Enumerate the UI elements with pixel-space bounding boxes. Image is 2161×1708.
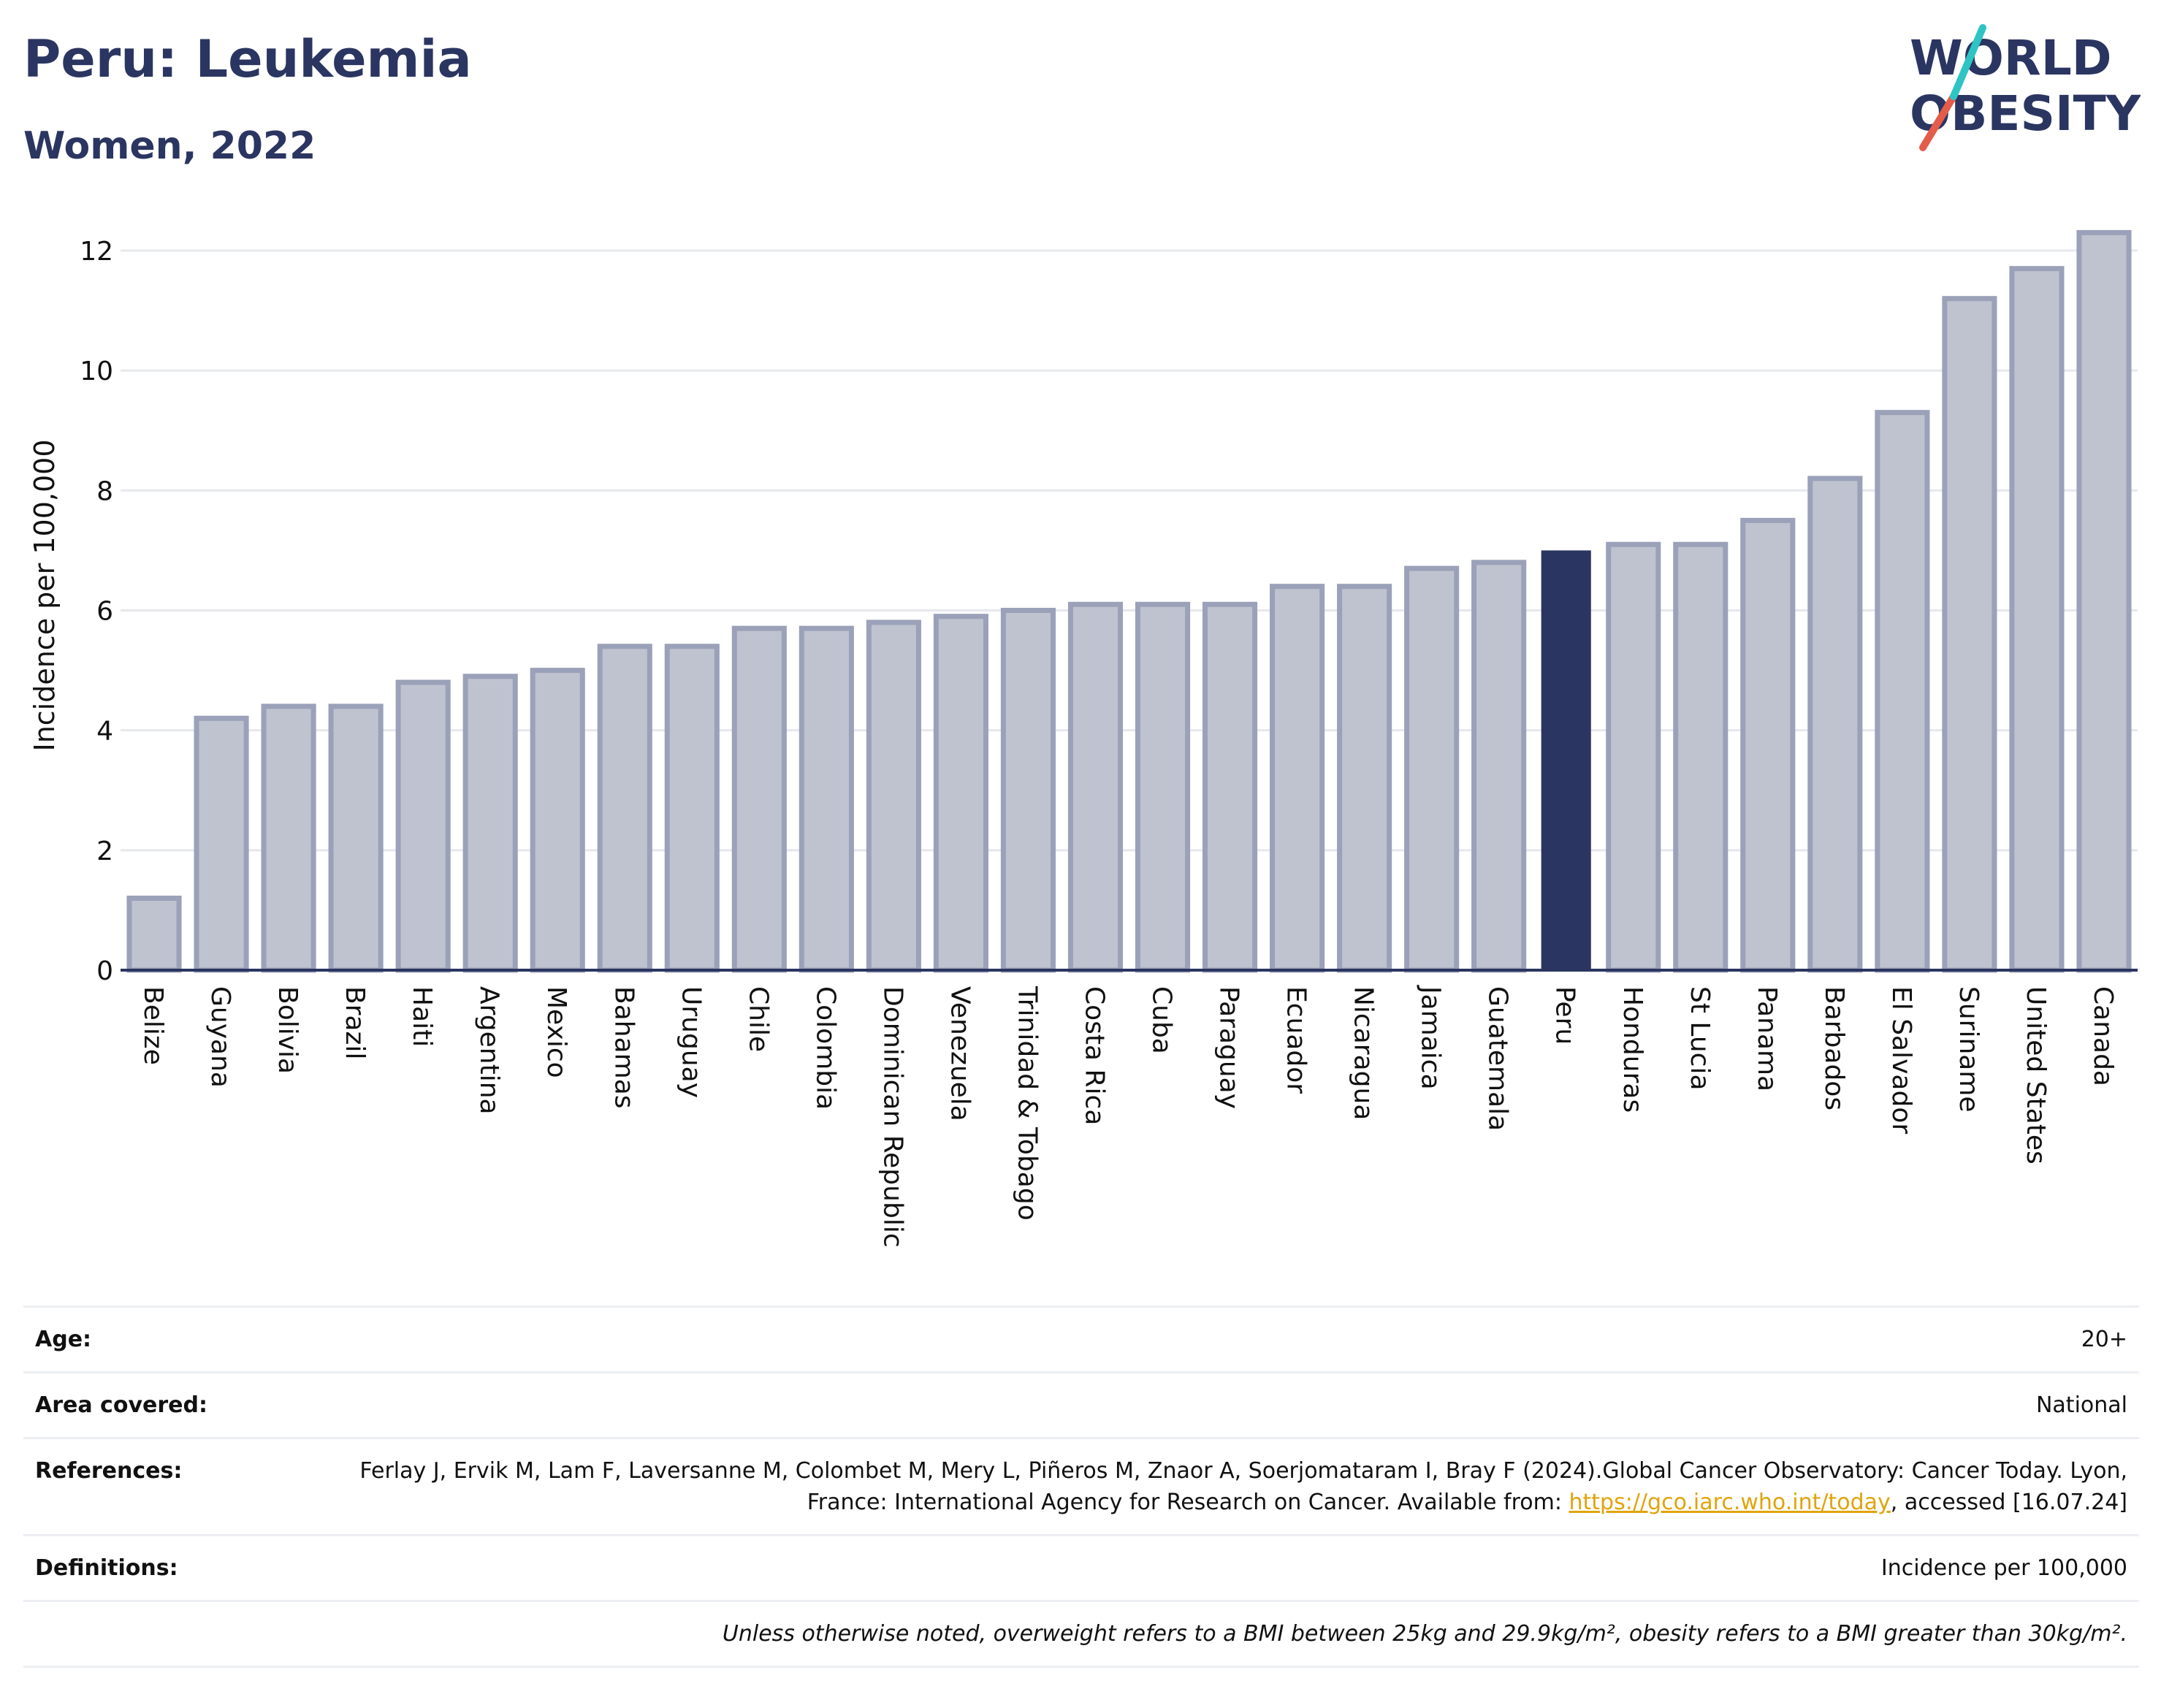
x-tick-label: Panama	[1752, 986, 1782, 1091]
bar-haiti	[395, 679, 451, 973]
references-text: Ferlay J, Ervik M, Lam F, Laversanne M, …	[359, 1458, 2127, 1515]
references-link[interactable]: https://gco.iarc.who.int/today	[1569, 1490, 1891, 1515]
area-label: Area covered:	[23, 1371, 339, 1438]
bar-united-states	[2009, 266, 2065, 973]
bar-guatemala	[1471, 560, 1527, 973]
x-tick-label: Dominican Republic	[877, 986, 907, 1248]
bar-chart: 0 2 4 6 8 10 12 Belize Guyana Bolivia Brazil Haiti…	[28, 229, 2138, 1248]
x-tick-label: Chile	[743, 986, 773, 1052]
x-tick-label: Haiti	[407, 986, 437, 1047]
y-tick-label: 2	[96, 836, 113, 866]
y-tick-label: 10	[80, 357, 113, 386]
bar-cuba	[1135, 601, 1191, 973]
metadata-table: Age: 20+ Area covered: National Referenc…	[23, 1305, 2139, 1668]
bar-st-lucia	[1673, 541, 1729, 973]
bar-nicaragua	[1337, 584, 1392, 973]
x-tick-label: Suriname	[1954, 986, 1983, 1113]
references-row: References: Ferlay J, Ervik M, Lam F, La…	[23, 1437, 2139, 1536]
bar-mexico	[530, 668, 585, 973]
x-tick-label: Colombia	[810, 986, 840, 1110]
y-tick-label: 0	[96, 956, 113, 986]
note-row: Unless otherwise noted, overweight refer…	[23, 1600, 2139, 1668]
x-axis-ticks: Belize Guyana Bolivia Brazil Haiti Argentina M…	[138, 985, 2118, 1248]
y-tick-label: 8	[96, 476, 113, 506]
bar-chile	[731, 625, 787, 973]
bar-suriname	[1942, 296, 1997, 973]
bar-peru	[1541, 550, 1591, 970]
y-axis-label: Incidence per 100,000	[28, 439, 61, 751]
chart-title: Peru: Leukemia	[23, 29, 472, 89]
definitions-label: Definitions:	[23, 1534, 339, 1601]
world-obesity-logo: WORLD OBESITY	[1910, 24, 2141, 151]
bar-belize	[126, 896, 182, 973]
bar-costa-rica	[1067, 601, 1124, 973]
y-tick-label: 12	[80, 237, 113, 267]
definitions-row: Definitions: Incidence per 100,000	[23, 1534, 2139, 1601]
x-tick-label: Peru	[1550, 986, 1580, 1045]
references-label: References:	[23, 1437, 339, 1536]
bar-bolivia	[261, 704, 316, 973]
area-row: Area covered: National	[23, 1371, 2139, 1438]
x-tick-label: Ecuador	[1281, 986, 1311, 1094]
x-tick-label: Canada	[2088, 986, 2118, 1086]
area-value: National	[339, 1371, 2139, 1438]
bars	[126, 229, 2132, 973]
x-tick-label: Mexico	[541, 986, 571, 1078]
logo-text-obesity: OBESITY	[1910, 85, 2141, 142]
bar-uruguay	[664, 644, 720, 973]
bar-panama	[1740, 517, 1796, 973]
x-tick-label: Guyana	[205, 986, 235, 1088]
references-value: Ferlay J, Ervik M, Lam F, Laversanne M, …	[339, 1437, 2139, 1536]
logo-text-world: WORLD	[1910, 30, 2112, 86]
bar-colombia	[799, 625, 854, 973]
x-tick-label: Costa Rica	[1079, 986, 1109, 1125]
x-tick-label: Belize	[138, 986, 168, 1065]
bar-venezuela	[933, 614, 988, 973]
x-tick-label: Bolivia	[272, 986, 302, 1074]
bar-trinidad-tobago	[1000, 608, 1056, 973]
bar-jamaica	[1404, 565, 1460, 973]
bar-ecuador	[1270, 584, 1325, 973]
x-tick-label: El Salvador	[1886, 986, 1916, 1134]
x-tick-label: Honduras	[1617, 986, 1647, 1113]
x-tick-label: Uruguay	[676, 986, 706, 1098]
bar-argentina	[462, 674, 518, 973]
x-tick-label: Bahamas	[609, 986, 639, 1109]
bmi-note: Unless otherwise noted, overweight refer…	[23, 1600, 2139, 1668]
bar-paraguay	[1202, 601, 1258, 973]
x-tick-label: Brazil	[340, 986, 370, 1059]
x-tick-label: Cuba	[1147, 986, 1177, 1054]
references-suffix: , accessed [16.07.24]	[1890, 1490, 2127, 1515]
bar-guyana	[194, 715, 249, 973]
y-axis-ticks: 0 2 4 6 8 10 12	[80, 237, 113, 986]
bar-dominican-republic	[866, 619, 921, 973]
bar-honduras	[1606, 541, 1661, 973]
x-tick-label: Trinidad & Tobago	[1012, 985, 1042, 1221]
age-row: Age: 20+	[23, 1305, 2139, 1373]
logo-slash-teal	[1950, 24, 1986, 100]
bar-barbados	[1807, 476, 1863, 973]
bar-canada	[2076, 229, 2132, 973]
x-tick-label: Jamaica	[1416, 985, 1446, 1090]
x-tick-label: United States	[2021, 986, 2051, 1164]
x-tick-label: Barbados	[1819, 986, 1849, 1110]
x-tick-label: Venezuela	[945, 986, 975, 1121]
bar-brazil	[328, 704, 384, 973]
x-tick-label: Paraguay	[1214, 986, 1244, 1109]
logo-slash-red	[1919, 93, 1957, 151]
y-tick-label: 4	[96, 717, 113, 747]
x-tick-label: St Lucia	[1685, 986, 1715, 1091]
age-label: Age:	[23, 1305, 339, 1373]
age-value: 20+	[339, 1305, 2139, 1373]
x-tick-label: Argentina	[474, 986, 504, 1115]
x-tick-label: Nicaragua	[1349, 986, 1379, 1120]
bar-el-salvador	[1875, 410, 1930, 973]
gridlines	[121, 249, 2138, 852]
bar-bahamas	[597, 644, 652, 973]
x-tick-label: Guatemala	[1483, 986, 1513, 1131]
definitions-value: Incidence per 100,000	[339, 1534, 2139, 1601]
y-tick-label: 6	[96, 597, 113, 627]
chart-subtitle: Women, 2022	[23, 124, 316, 168]
